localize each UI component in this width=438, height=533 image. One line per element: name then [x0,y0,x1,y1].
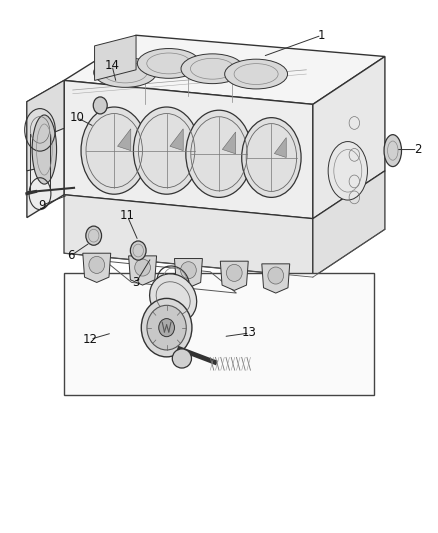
Ellipse shape [32,115,57,184]
Polygon shape [27,80,64,217]
Ellipse shape [135,259,150,276]
Polygon shape [64,35,385,104]
Polygon shape [220,261,248,290]
Ellipse shape [138,49,200,78]
Text: 3: 3 [132,276,140,289]
Text: 13: 13 [242,326,257,340]
Polygon shape [223,132,236,154]
Ellipse shape [328,142,367,200]
Polygon shape [170,129,183,151]
Ellipse shape [89,256,105,273]
Ellipse shape [180,262,196,279]
Polygon shape [27,80,64,171]
Ellipse shape [172,349,191,368]
Ellipse shape [150,274,197,323]
Polygon shape [313,171,385,277]
Text: 6: 6 [67,249,74,262]
Text: 12: 12 [83,333,98,346]
Ellipse shape [242,118,301,197]
Text: 9: 9 [39,199,46,212]
Polygon shape [64,195,313,277]
Ellipse shape [181,54,244,84]
Ellipse shape [384,135,402,166]
Text: 10: 10 [70,111,85,124]
Ellipse shape [134,107,200,194]
Ellipse shape [268,267,284,284]
Polygon shape [313,56,385,219]
Ellipse shape [226,264,242,281]
Bar [64,273,374,395]
Ellipse shape [186,110,252,197]
Ellipse shape [225,59,288,89]
Text: 1: 1 [318,29,325,42]
Polygon shape [64,80,313,219]
Polygon shape [262,264,290,293]
Polygon shape [274,138,286,158]
Polygon shape [83,253,111,282]
Text: 14: 14 [105,59,120,72]
Ellipse shape [141,298,192,357]
Ellipse shape [81,107,148,194]
Ellipse shape [159,319,174,337]
Ellipse shape [94,58,156,87]
Polygon shape [174,259,202,288]
Ellipse shape [86,226,102,245]
Polygon shape [95,35,136,80]
Polygon shape [117,129,131,151]
Ellipse shape [93,97,107,114]
Text: 11: 11 [120,209,135,222]
Text: 2: 2 [414,143,421,156]
Ellipse shape [131,241,146,260]
Ellipse shape [147,305,186,350]
Polygon shape [129,256,156,285]
